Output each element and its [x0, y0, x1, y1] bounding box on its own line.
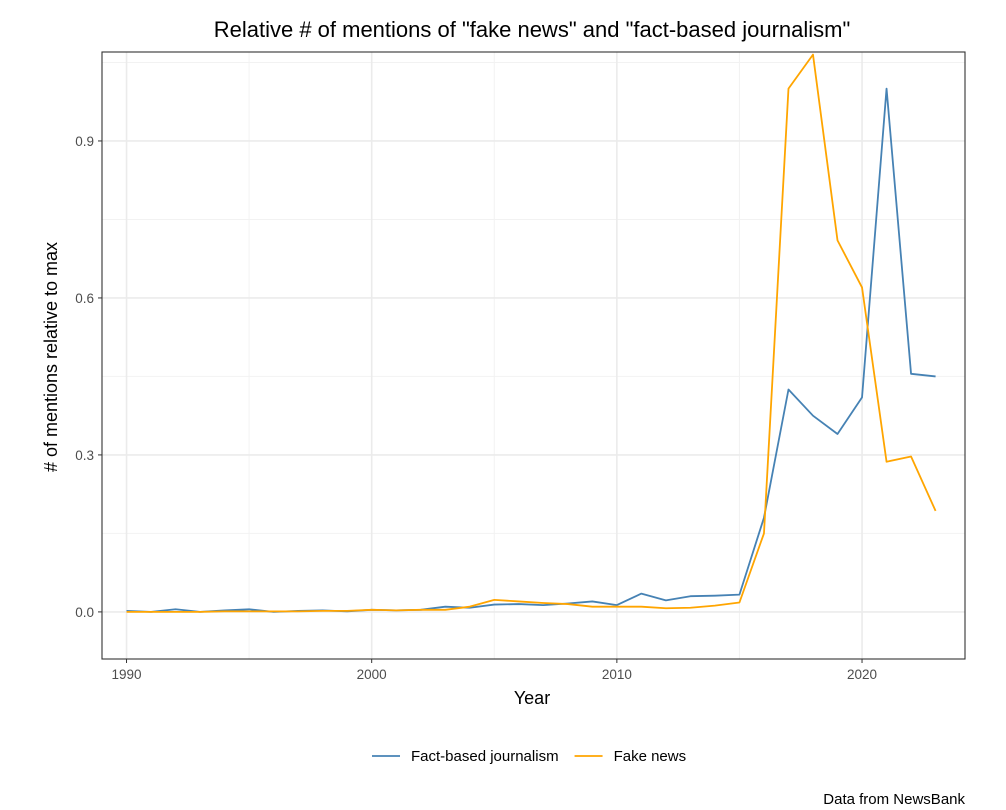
y-tick-label: 0.6: [75, 291, 94, 306]
y-axis-title: # of mentions relative to max: [41, 242, 61, 472]
plot-area: [101, 51, 966, 660]
x-tick-label: 2010: [602, 667, 632, 682]
x-tick-label: 2000: [357, 667, 387, 682]
legend-label-fake-news: Fake news: [614, 748, 687, 765]
minor-gridlines: [102, 52, 965, 659]
legend-label-fact-based-journalism: Fact-based journalism: [411, 748, 559, 765]
y-axis: 0.0 0.3 0.6 0.9: [75, 134, 102, 620]
series-lines: [126, 53, 937, 613]
y-tick-label: 0.0: [75, 605, 94, 620]
x-axis-title: Year: [514, 688, 550, 708]
y-tick-label: 0.3: [75, 448, 94, 463]
y-tick-label: 0.9: [75, 134, 94, 149]
plot-border: [101, 51, 966, 660]
x-tick-label: 1990: [111, 667, 141, 682]
series-line-fake-news: [126, 53, 937, 613]
legend: Fact-based journalism Fake news: [372, 748, 686, 765]
x-tick-label: 2020: [847, 667, 877, 682]
caption: Data from NewsBank: [823, 791, 965, 808]
plot-panel: [102, 52, 965, 659]
chart-title: Relative # of mentions of "fake news" an…: [214, 17, 851, 42]
x-axis: 1990 2000 2010 2020: [111, 659, 877, 682]
